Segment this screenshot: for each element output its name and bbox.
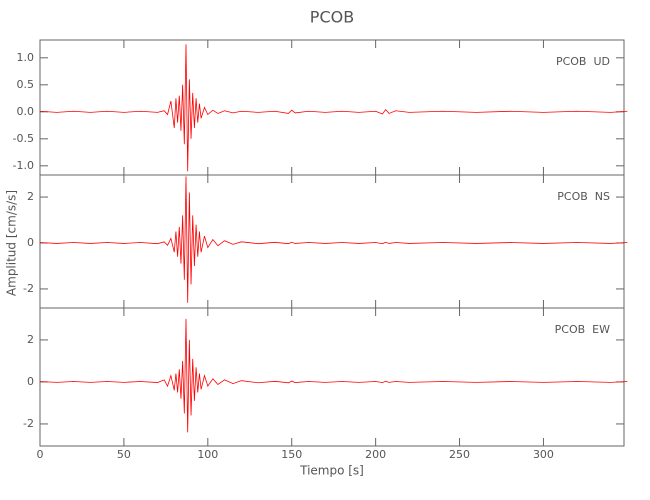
x-tick-label: 0 <box>37 448 44 461</box>
x-tick-label: 200 <box>365 448 386 461</box>
waveform <box>39 44 628 172</box>
panel-label: PCOB EW <box>555 323 610 336</box>
waveform <box>39 318 628 433</box>
y-tick-label: -1.0 <box>13 159 34 172</box>
y-axis-label: Amplitud [cm/s/s] <box>5 190 19 296</box>
x-tick-label: 300 <box>533 448 554 461</box>
waveform <box>39 176 628 303</box>
x-axis-label: Tiempo [s] <box>299 464 364 478</box>
y-tick-label: 0 <box>27 236 34 249</box>
panel-label: PCOB NS <box>557 190 610 203</box>
y-tick-label: 2 <box>27 333 34 346</box>
x-tick-label: 50 <box>117 448 131 461</box>
y-tick-label: -2 <box>23 282 34 295</box>
y-tick-label: 1.0 <box>17 51 35 64</box>
y-tick-label: 0.5 <box>17 78 35 91</box>
y-tick-label: 2 <box>27 190 34 203</box>
x-tick-label: 250 <box>449 448 470 461</box>
y-tick-label: -0.5 <box>13 132 34 145</box>
panel-frame <box>39 174 625 309</box>
y-tick-label: 0.0 <box>17 105 35 118</box>
panel-frame <box>39 307 625 447</box>
x-tick-label: 100 <box>197 448 218 461</box>
y-tick-label: 0 <box>27 375 34 388</box>
x-tick-label: 150 <box>281 448 302 461</box>
y-tick-label: -2 <box>23 417 34 430</box>
chart-title: PCOB <box>310 8 354 27</box>
panel-frame <box>39 39 625 176</box>
panel-label: PCOB UD <box>556 55 610 68</box>
